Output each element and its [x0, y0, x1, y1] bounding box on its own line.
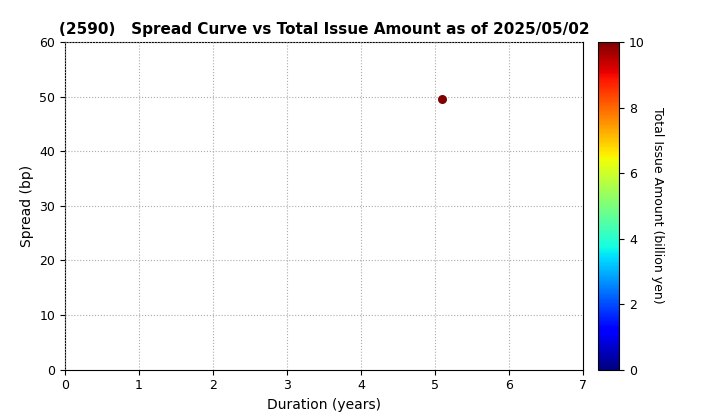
Y-axis label: Spread (bp): Spread (bp) — [19, 165, 34, 247]
Title: (2590)   Spread Curve vs Total Issue Amount as of 2025/05/02: (2590) Spread Curve vs Total Issue Amoun… — [59, 22, 589, 37]
Point — [437, 96, 449, 103]
X-axis label: Duration (years): Duration (years) — [267, 398, 381, 412]
Y-axis label: Total Issue Amount (billion yen): Total Issue Amount (billion yen) — [652, 108, 665, 304]
